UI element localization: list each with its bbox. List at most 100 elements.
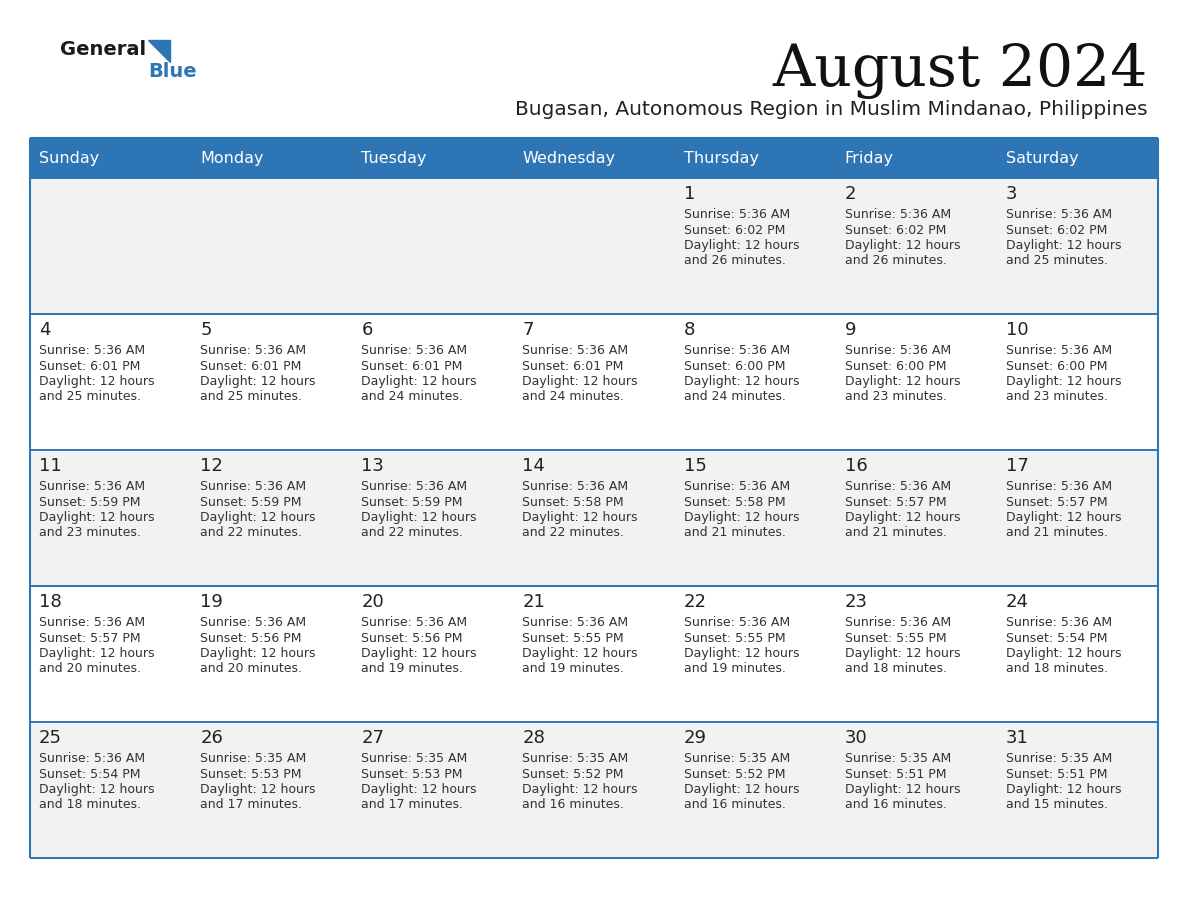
Text: 9: 9 <box>845 321 857 339</box>
Bar <box>30 178 191 314</box>
Bar <box>675 722 835 858</box>
Text: 25: 25 <box>39 729 62 747</box>
Text: and 19 minutes.: and 19 minutes. <box>683 663 785 676</box>
Text: Sunrise: 5:35 AM: Sunrise: 5:35 AM <box>361 752 468 765</box>
Text: Sunrise: 5:36 AM: Sunrise: 5:36 AM <box>200 616 307 629</box>
Bar <box>835 450 997 586</box>
Text: Sunrise: 5:36 AM: Sunrise: 5:36 AM <box>1006 344 1112 357</box>
Text: and 24 minutes.: and 24 minutes. <box>361 390 463 404</box>
Text: 22: 22 <box>683 593 707 611</box>
Text: August 2024: August 2024 <box>772 43 1148 99</box>
Text: Daylight: 12 hours: Daylight: 12 hours <box>683 511 800 524</box>
Text: Sunset: 6:01 PM: Sunset: 6:01 PM <box>39 360 140 373</box>
Bar <box>997 586 1158 722</box>
Text: 4: 4 <box>39 321 51 339</box>
Text: 5: 5 <box>200 321 211 339</box>
Bar <box>835 586 997 722</box>
Text: Sunset: 6:00 PM: Sunset: 6:00 PM <box>683 360 785 373</box>
Text: 21: 21 <box>523 593 545 611</box>
Bar <box>30 722 191 858</box>
Text: Sunrise: 5:36 AM: Sunrise: 5:36 AM <box>39 752 145 765</box>
Text: Sunrise: 5:36 AM: Sunrise: 5:36 AM <box>200 480 307 493</box>
Text: Friday: Friday <box>845 151 893 165</box>
Text: Daylight: 12 hours: Daylight: 12 hours <box>361 511 476 524</box>
Bar <box>30 138 191 178</box>
Text: and 25 minutes.: and 25 minutes. <box>200 390 302 404</box>
Text: Sunset: 6:02 PM: Sunset: 6:02 PM <box>683 223 785 237</box>
Text: Sunset: 5:55 PM: Sunset: 5:55 PM <box>845 632 947 644</box>
Text: Sunset: 6:01 PM: Sunset: 6:01 PM <box>523 360 624 373</box>
Text: Sunset: 5:55 PM: Sunset: 5:55 PM <box>683 632 785 644</box>
Text: Sunset: 5:59 PM: Sunset: 5:59 PM <box>200 496 302 509</box>
Text: Sunrise: 5:36 AM: Sunrise: 5:36 AM <box>683 344 790 357</box>
Text: Sunrise: 5:36 AM: Sunrise: 5:36 AM <box>845 480 950 493</box>
Text: Sunset: 5:57 PM: Sunset: 5:57 PM <box>1006 496 1107 509</box>
Text: and 21 minutes.: and 21 minutes. <box>1006 527 1107 540</box>
Bar <box>675 450 835 586</box>
Text: 17: 17 <box>1006 457 1029 475</box>
Text: 31: 31 <box>1006 729 1029 747</box>
Text: Sunrise: 5:36 AM: Sunrise: 5:36 AM <box>845 344 950 357</box>
Text: Sunset: 6:02 PM: Sunset: 6:02 PM <box>1006 223 1107 237</box>
Text: 23: 23 <box>845 593 867 611</box>
Text: 12: 12 <box>200 457 223 475</box>
Text: and 23 minutes.: and 23 minutes. <box>1006 390 1107 404</box>
Text: and 25 minutes.: and 25 minutes. <box>39 390 141 404</box>
Text: and 21 minutes.: and 21 minutes. <box>683 527 785 540</box>
Text: Sunrise: 5:35 AM: Sunrise: 5:35 AM <box>200 752 307 765</box>
Text: Daylight: 12 hours: Daylight: 12 hours <box>1006 375 1121 388</box>
Text: Daylight: 12 hours: Daylight: 12 hours <box>845 375 960 388</box>
Text: and 22 minutes.: and 22 minutes. <box>523 527 625 540</box>
Bar <box>513 586 675 722</box>
Text: Daylight: 12 hours: Daylight: 12 hours <box>361 647 476 660</box>
Text: Sunset: 6:01 PM: Sunset: 6:01 PM <box>200 360 302 373</box>
Bar <box>191 138 353 178</box>
Text: 13: 13 <box>361 457 384 475</box>
Text: Daylight: 12 hours: Daylight: 12 hours <box>361 783 476 796</box>
Text: Sunrise: 5:36 AM: Sunrise: 5:36 AM <box>683 208 790 221</box>
Text: Sunset: 5:53 PM: Sunset: 5:53 PM <box>200 767 302 780</box>
Text: Sunset: 5:52 PM: Sunset: 5:52 PM <box>683 767 785 780</box>
Bar <box>997 450 1158 586</box>
Text: and 16 minutes.: and 16 minutes. <box>845 799 947 812</box>
Text: Daylight: 12 hours: Daylight: 12 hours <box>845 783 960 796</box>
Text: Sunrise: 5:36 AM: Sunrise: 5:36 AM <box>1006 480 1112 493</box>
Text: and 24 minutes.: and 24 minutes. <box>523 390 625 404</box>
Text: and 17 minutes.: and 17 minutes. <box>361 799 463 812</box>
Text: and 26 minutes.: and 26 minutes. <box>683 254 785 267</box>
Polygon shape <box>148 40 170 62</box>
Text: Sunrise: 5:36 AM: Sunrise: 5:36 AM <box>39 616 145 629</box>
Text: Daylight: 12 hours: Daylight: 12 hours <box>683 375 800 388</box>
Text: Thursday: Thursday <box>683 151 759 165</box>
Text: Sunset: 5:56 PM: Sunset: 5:56 PM <box>200 632 302 644</box>
Text: 29: 29 <box>683 729 707 747</box>
Text: Daylight: 12 hours: Daylight: 12 hours <box>523 375 638 388</box>
Bar <box>835 314 997 450</box>
Text: Daylight: 12 hours: Daylight: 12 hours <box>39 647 154 660</box>
Text: Daylight: 12 hours: Daylight: 12 hours <box>200 511 316 524</box>
Text: Sunset: 5:58 PM: Sunset: 5:58 PM <box>523 496 624 509</box>
Text: Daylight: 12 hours: Daylight: 12 hours <box>1006 239 1121 252</box>
Text: Sunset: 5:58 PM: Sunset: 5:58 PM <box>683 496 785 509</box>
Text: 11: 11 <box>39 457 62 475</box>
Bar <box>30 586 191 722</box>
Bar <box>30 314 191 450</box>
Text: 8: 8 <box>683 321 695 339</box>
Bar <box>30 450 191 586</box>
Text: Daylight: 12 hours: Daylight: 12 hours <box>1006 511 1121 524</box>
Bar <box>997 722 1158 858</box>
Bar <box>353 722 513 858</box>
Text: 2: 2 <box>845 185 857 203</box>
Text: Daylight: 12 hours: Daylight: 12 hours <box>200 783 316 796</box>
Text: Sunset: 5:54 PM: Sunset: 5:54 PM <box>39 767 140 780</box>
Text: Sunrise: 5:36 AM: Sunrise: 5:36 AM <box>39 344 145 357</box>
Text: Sunrise: 5:36 AM: Sunrise: 5:36 AM <box>845 616 950 629</box>
Text: 28: 28 <box>523 729 545 747</box>
Text: and 22 minutes.: and 22 minutes. <box>361 527 463 540</box>
Text: and 20 minutes.: and 20 minutes. <box>39 663 141 676</box>
Bar <box>675 138 835 178</box>
Text: 26: 26 <box>200 729 223 747</box>
Text: and 23 minutes.: and 23 minutes. <box>39 527 141 540</box>
Text: Sunrise: 5:36 AM: Sunrise: 5:36 AM <box>200 344 307 357</box>
Text: 14: 14 <box>523 457 545 475</box>
